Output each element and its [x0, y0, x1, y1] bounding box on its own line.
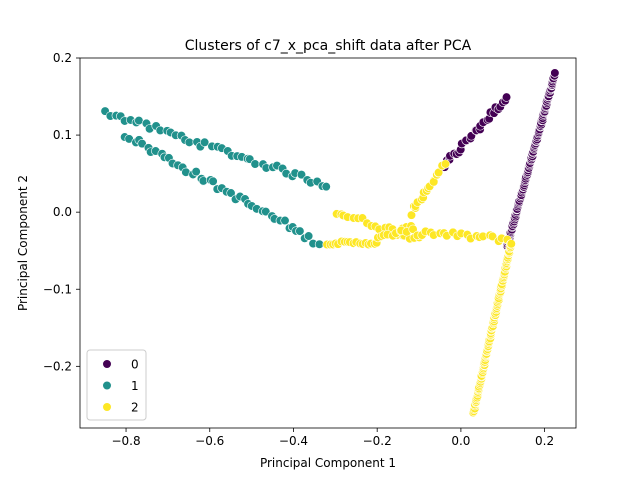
x-tick-label: 0.2 [535, 434, 554, 448]
scatter-point-cluster-1 [208, 176, 218, 186]
scatter-point-cluster-0 [550, 68, 560, 78]
scatter-point-cluster-1 [280, 215, 290, 226]
x-axis-label: Principal Component 1 [260, 456, 396, 470]
y-tick-label: 0.2 [53, 51, 72, 65]
x-tick-label: −0.6 [195, 434, 224, 448]
y-tick-label: −0.2 [43, 359, 72, 373]
legend-box [86, 349, 147, 421]
x-tick-label: 0.0 [451, 434, 470, 448]
scatter-point-cluster-2 [408, 224, 418, 234]
legend-label-cluster-1: 1 [131, 379, 139, 393]
scatter-point-cluster-1 [137, 139, 147, 149]
scatter-point-cluster-1 [191, 167, 201, 177]
scatter-point-cluster-2 [506, 239, 516, 249]
points-layer [100, 68, 560, 418]
scatter-point-cluster-2 [440, 159, 451, 169]
legend-marker-cluster-1 [102, 380, 112, 391]
x-tick-label: −0.4 [279, 434, 308, 448]
scatter-point-cluster-1 [261, 206, 271, 217]
scatter-point-cluster-1 [321, 182, 331, 192]
scatter-point-cluster-2 [487, 231, 498, 242]
legend-marker-cluster-0 [102, 359, 112, 369]
scatter-point-cluster-1 [200, 137, 210, 147]
x-tick-label: −0.8 [111, 434, 140, 448]
legend-marker-cluster-2 [102, 402, 112, 412]
scatter-point-cluster-2 [406, 210, 417, 220]
y-axis-label: Principal Component 2 [16, 175, 30, 311]
scatter-point-cluster-1 [226, 188, 236, 198]
y-tick-label: −0.1 [43, 282, 72, 296]
y-tick-label: 0.0 [53, 205, 72, 219]
y-tick-label: 0.1 [53, 128, 72, 142]
x-axis: −0.8 −0.6 −0.4 −0.2 0.0 0.2 [111, 428, 554, 448]
scatter-point-cluster-1 [296, 170, 307, 180]
scatter-point-cluster-1 [295, 226, 305, 236]
plot-area-frame [79, 57, 577, 429]
legend: 0 1 2 [86, 349, 147, 421]
y-axis: −0.2 −0.1 0.0 0.1 0.2 [43, 51, 80, 373]
scatter-point-cluster-1 [304, 231, 314, 241]
legend-label-cluster-2: 2 [131, 401, 139, 415]
legend-label-cluster-0: 0 [131, 358, 139, 372]
chart-title: Clusters of c7_x_pca_shift data after PC… [185, 38, 472, 54]
scatter-point-cluster-0 [501, 92, 512, 102]
scatter-point-cluster-1 [184, 137, 194, 147]
scatter-point-cluster-1 [250, 159, 260, 169]
x-tick-label: −0.2 [363, 434, 392, 448]
